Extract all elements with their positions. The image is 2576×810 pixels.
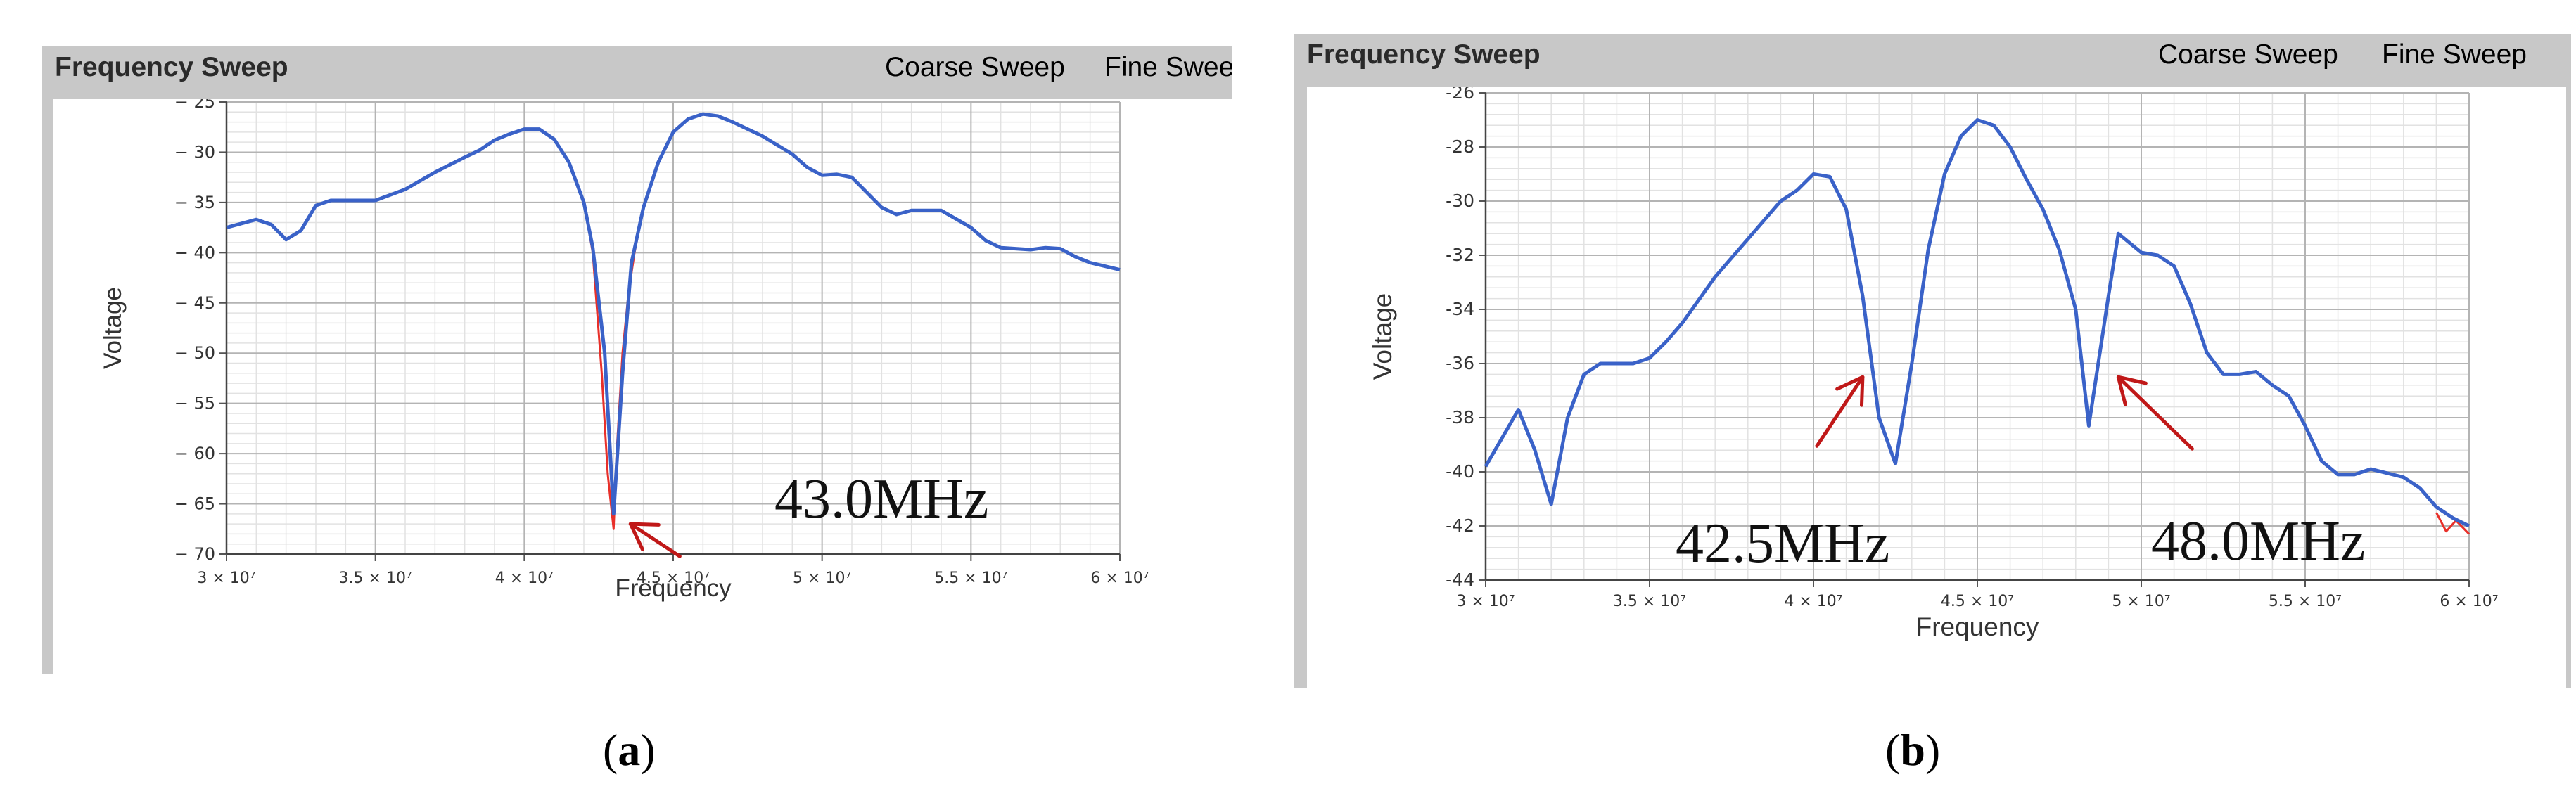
x-tick-label: 5 × 10⁷: [793, 570, 851, 587]
y-tick-label: − 35: [174, 193, 215, 212]
y-tick-label: -42: [1446, 515, 1474, 536]
chart-title: Frequency Sweep: [55, 52, 288, 82]
caption-open: (: [1885, 725, 1901, 775]
y-tick-label: -38: [1446, 407, 1474, 428]
annotation-arrow-shaft: [628, 522, 682, 558]
caption-letter: a: [618, 725, 641, 775]
y-axis-label: Voltage: [99, 287, 127, 369]
y-tick-label: − 65: [174, 494, 215, 514]
y-tick-label: -44: [1446, 570, 1474, 590]
x-tick-label: 3.5 × 10⁷: [1613, 593, 1686, 610]
x-tick-label: 5.5 × 10⁷: [934, 570, 1007, 587]
y-tick-label: -34: [1446, 299, 1474, 319]
legend-fine-sweep: Fine Swee: [1104, 52, 1232, 82]
y-tick-label: − 25: [174, 99, 215, 112]
y-tick-label: -28: [1446, 136, 1474, 157]
x-tick-label: 5.5 × 10⁷: [2269, 593, 2342, 610]
frequency-annotation: 43.0MHz: [774, 468, 988, 530]
x-tick-label: 5 × 10⁷: [2112, 593, 2170, 610]
x-tick-label: 3 × 10⁷: [197, 570, 255, 587]
frequency-sweep-panel-b: Frequency Sweep Coarse Sweep Fine Sweep …: [1294, 34, 2571, 688]
line-chart-b: 3 × 10⁷ 3.5 × 10⁷ 4 × 10⁷ 4.5 × 10⁷ 5 × 10⁷ 5…: [1368, 87, 2499, 641]
plot-area: 3 × 10⁷ 3.5 × 10⁷ 4 × 10⁷ 4.5 × 10⁷ 5 × 10⁷ 5…: [53, 99, 1232, 674]
annotation-arrow-shaft: [1815, 375, 1865, 448]
chart-title: Frequency Sweep: [1307, 39, 1541, 70]
caption-close: ): [640, 725, 656, 775]
x-tick-label: 3 × 10⁷: [1456, 593, 1515, 610]
frequency-sweep-panel-a: Frequency Sweep Coarse Sweep Fine Swee 3…: [42, 46, 1232, 674]
fine-sweep-line: [226, 112, 1121, 516]
y-axis-label: Voltage: [1368, 293, 1397, 380]
caption-open: (: [603, 725, 618, 775]
line-chart-a: 3 × 10⁷ 3.5 × 10⁷ 4 × 10⁷ 4.5 × 10⁷ 5 × 10⁷ 5…: [99, 99, 1149, 602]
x-axis-label: Frequency: [615, 574, 732, 602]
y-tick-label: − 55: [174, 394, 215, 413]
legend-coarse-sweep: Coarse Sweep: [2158, 39, 2338, 70]
x-tick-label: 4 × 10⁷: [1784, 593, 1842, 610]
y-tick-label: − 40: [174, 243, 215, 262]
x-axis-label: Frequency: [1916, 612, 2039, 641]
legend-fine-sweep: Fine Sweep: [2382, 39, 2527, 70]
annotation-arrow-head: [628, 522, 661, 551]
frequency-annotation: 42.5MHz: [1676, 513, 1889, 574]
y-tick-label: -26: [1446, 87, 1474, 103]
x-tick-label: 6 × 10⁷: [1090, 570, 1149, 587]
annotation-arrow-head: [1835, 375, 1865, 407]
fine-sweep-line: [1484, 118, 2470, 528]
coarse-sweep-line: [2435, 512, 2470, 535]
y-tick-label: − 45: [174, 293, 215, 313]
legend-coarse-sweep: Coarse Sweep: [885, 52, 1065, 82]
y-tick-label: -40: [1446, 461, 1474, 482]
y-tick-label: − 50: [174, 343, 215, 363]
y-tick-label: -36: [1446, 353, 1474, 373]
y-tick-label: − 30: [174, 142, 215, 162]
caption-b: (b): [1885, 724, 1940, 776]
x-tick-label: 4 × 10⁷: [495, 570, 554, 587]
annotation-arrow-shaft: [2116, 375, 2194, 451]
x-tick-label: 3.5 × 10⁷: [339, 570, 412, 587]
plot-area: 3 × 10⁷ 3.5 × 10⁷ 4 × 10⁷ 4.5 × 10⁷ 5 × 10⁷ 5…: [1307, 87, 2566, 688]
caption-close: ): [1925, 725, 1941, 775]
caption-letter: b: [1900, 725, 1925, 775]
x-tick-label: 4.5 × 10⁷: [1941, 593, 2014, 610]
caption-a: (a): [603, 724, 656, 776]
frequency-annotation: 48.0MHz: [2151, 510, 2365, 572]
y-tick-label: -32: [1446, 245, 1474, 265]
x-tick-label: 4.5 × 10⁷: [637, 570, 710, 587]
y-tick-label: − 70: [174, 544, 215, 564]
y-tick-label: − 60: [174, 444, 215, 463]
annotation-arrow-head: [2116, 375, 2148, 406]
x-tick-label: 6 × 10⁷: [2440, 593, 2498, 610]
y-tick-label: -30: [1446, 191, 1474, 211]
